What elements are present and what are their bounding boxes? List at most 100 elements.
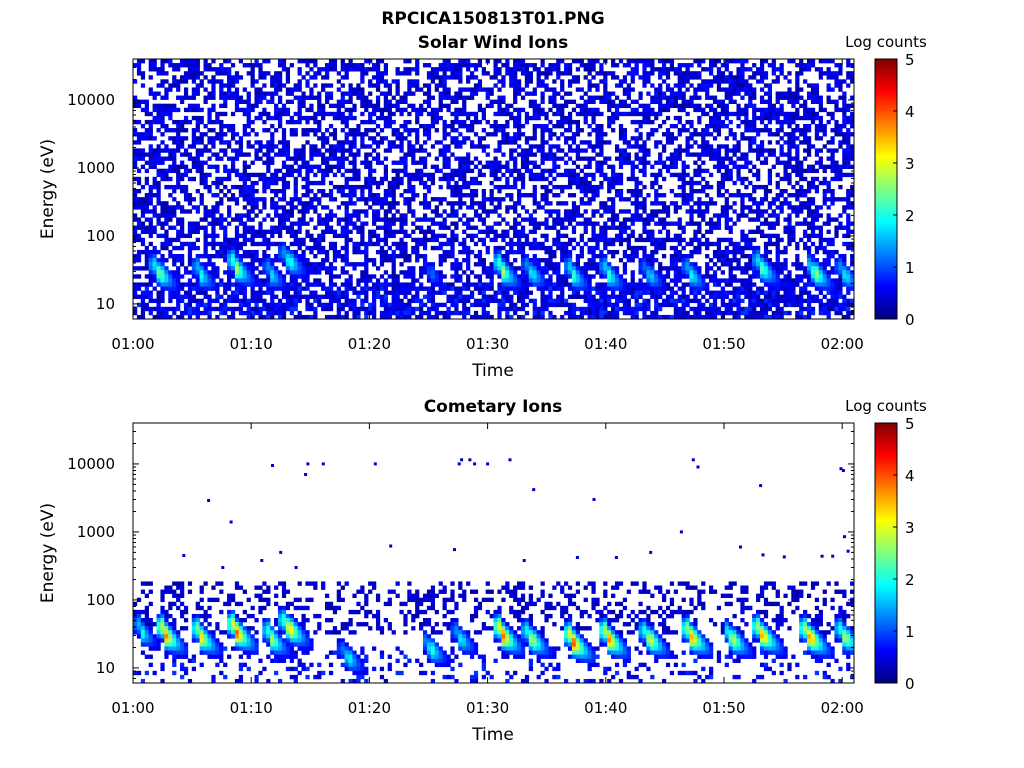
heatmap-cell xyxy=(630,144,635,149)
heatmap-cell xyxy=(317,241,322,247)
heatmap-cell xyxy=(352,306,357,312)
heatmap-cell xyxy=(395,144,400,149)
heatmap-cell xyxy=(360,197,365,202)
heatmap-cell xyxy=(422,184,428,190)
heatmap-cell xyxy=(450,184,455,190)
heatmap-cell xyxy=(274,205,279,210)
heatmap-cell xyxy=(591,262,596,267)
heatmap-cell xyxy=(164,278,169,283)
heatmap-cell xyxy=(575,156,581,161)
heatmap-cell xyxy=(411,298,416,304)
heatmap-cell xyxy=(493,176,498,182)
heatmap-cell xyxy=(560,71,565,76)
heatmap-cell xyxy=(391,278,396,283)
heatmap-cell xyxy=(583,156,588,161)
heatmap-cell xyxy=(258,99,263,104)
heatmap-cell xyxy=(611,314,616,320)
heatmap-cell xyxy=(505,205,510,210)
heatmap-cell xyxy=(399,156,404,161)
heatmap-cell xyxy=(458,298,463,304)
heatmap-cell xyxy=(395,201,400,206)
heatmap-cell xyxy=(285,282,291,287)
heatmap-cell xyxy=(242,63,247,68)
heatmap-cell xyxy=(250,258,255,263)
heatmap-cell xyxy=(614,278,620,283)
heatmap-cell xyxy=(234,229,240,234)
heatmap-cell xyxy=(536,79,541,84)
heatmap-cell xyxy=(344,233,349,239)
heatmap-cell xyxy=(160,294,165,299)
heatmap-cell xyxy=(215,156,220,161)
heatmap-cell xyxy=(199,107,204,113)
heatmap-cell xyxy=(309,205,314,210)
heatmap-cell xyxy=(274,128,279,133)
heatmap-cell xyxy=(587,95,592,100)
heatmap-cell xyxy=(556,193,561,198)
heatmap-cell xyxy=(630,67,635,72)
heatmap-cell xyxy=(281,213,287,218)
heatmap-cell xyxy=(422,286,428,291)
heatmap-cell xyxy=(195,140,200,145)
heatmap-cell xyxy=(442,144,447,149)
heatmap-cell xyxy=(579,201,584,206)
heatmap-cell xyxy=(325,83,330,88)
heatmap-cell xyxy=(583,189,588,194)
heatmap-cell xyxy=(203,274,208,279)
heatmap-cell xyxy=(313,83,318,88)
heatmap-cell xyxy=(160,274,165,279)
heatmap-cell xyxy=(407,148,412,153)
heatmap-cell xyxy=(638,233,643,239)
heatmap-cell xyxy=(454,298,459,304)
heatmap-cell xyxy=(328,241,334,247)
heatmap-cell xyxy=(387,99,392,104)
heatmap-cell xyxy=(485,282,490,287)
heatmap-cell xyxy=(536,221,541,226)
heatmap-cell xyxy=(309,115,314,121)
heatmap-cell xyxy=(469,270,475,275)
heatmap-cell xyxy=(607,314,612,320)
heatmap-cell xyxy=(215,193,220,198)
heatmap-cell xyxy=(152,286,157,291)
heatmap-cell xyxy=(164,156,169,161)
heatmap-cell xyxy=(148,294,153,299)
heatmap-cell xyxy=(419,254,424,259)
heatmap-cell xyxy=(144,136,149,141)
heatmap-cell xyxy=(191,245,196,251)
heatmap-cell xyxy=(560,148,565,153)
heatmap-cell xyxy=(603,237,608,243)
heatmap-cell xyxy=(603,99,608,104)
heatmap-cell xyxy=(344,221,349,226)
heatmap-cell xyxy=(528,266,533,271)
heatmap-cell xyxy=(344,310,349,316)
heatmap-cell xyxy=(317,278,322,283)
heatmap-cell xyxy=(454,278,459,283)
heatmap-cell xyxy=(540,172,545,178)
heatmap-cell xyxy=(560,87,565,92)
heatmap-cell xyxy=(548,245,553,251)
heatmap-cell xyxy=(305,115,310,121)
heatmap-cell xyxy=(297,79,302,84)
heatmap-cell xyxy=(611,241,616,247)
heatmap-cell xyxy=(344,119,349,125)
heatmap-cell xyxy=(227,156,232,161)
heatmap-cell xyxy=(395,136,400,141)
heatmap-cell xyxy=(383,107,388,113)
heatmap-cell xyxy=(450,266,455,271)
heatmap-cell xyxy=(446,132,451,137)
heatmap-cell xyxy=(325,205,330,210)
heatmap-cell xyxy=(540,95,545,100)
heatmap-cell xyxy=(301,115,306,121)
heatmap-cell xyxy=(325,148,330,153)
heatmap-cell xyxy=(395,306,400,312)
heatmap-cell xyxy=(489,209,494,214)
heatmap-cell xyxy=(219,111,224,117)
heatmap-cell xyxy=(536,314,541,320)
heatmap-cell xyxy=(391,229,396,234)
heatmap-cell xyxy=(528,148,533,153)
heatmap-cell xyxy=(383,148,388,153)
heatmap-cell xyxy=(230,156,236,161)
heatmap-cell xyxy=(305,83,310,88)
heatmap-cell xyxy=(266,266,271,271)
heatmap-cell xyxy=(203,172,208,178)
heatmap-cell xyxy=(340,254,345,259)
